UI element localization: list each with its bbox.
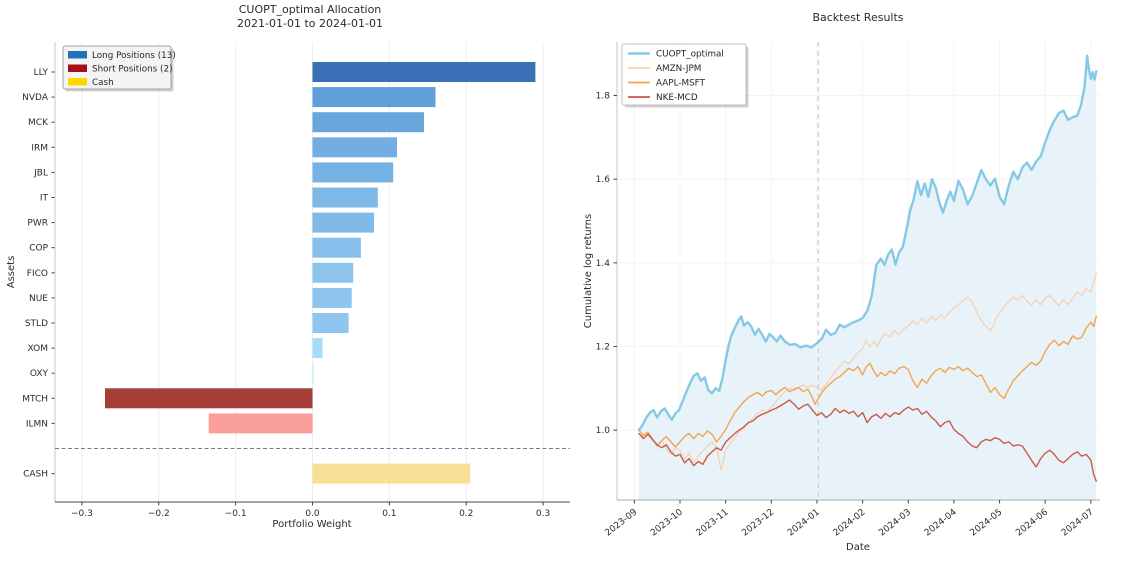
legend-label: CUOPT_optimal (656, 50, 724, 60)
bar-LLY (312, 62, 536, 82)
ytick-label-MCK: MCK (28, 118, 49, 128)
legend-label: Cash (92, 78, 114, 88)
ytick-label-NVDA: NVDA (22, 93, 49, 103)
legend-box (62, 45, 172, 90)
cuopt-fill-area (638, 55, 1097, 501)
backtest-series (637, 54, 1098, 482)
allocation-title-line1: CUOPT_optimal Allocation (239, 3, 382, 16)
xtick-label: 2023-12 (740, 507, 776, 538)
legend-label: AMZN-JPM (656, 64, 701, 74)
ytick-label: 1.6 (596, 175, 611, 185)
xtick-label: 2023-10 (649, 507, 685, 538)
ytick-label-LLY: LLY (34, 68, 49, 78)
backtest-chart: 1.0 1.2 1.4 1.6 1.8 2023-09 2023-10 2023-11 2023… (583, 11, 1100, 553)
xtick-label: 2024-06 (1014, 507, 1050, 538)
ytick-label-MTCH: MTCH (22, 394, 48, 404)
legend-swatch (68, 51, 87, 59)
xtick-label: 2024-07 (1060, 507, 1096, 538)
ytick-label-XOM: XOM (28, 344, 48, 354)
bar-IT (312, 187, 378, 208)
allocation-ylabel: Assets (6, 256, 17, 289)
xtick-label: 2023-11 (695, 507, 731, 538)
ytick-label-NUE: NUE (29, 294, 48, 304)
ytick-label-OXY: OXY (30, 369, 49, 379)
bar-IRM (312, 137, 398, 158)
bar-NUE (312, 287, 352, 308)
backtest-xlabel: Date (846, 542, 870, 553)
xtick-label: −0.1 (225, 509, 247, 519)
xtick-label: 2024-05 (969, 507, 1005, 538)
backtest-title: Backtest Results (812, 11, 903, 24)
allocation-bars (104, 62, 536, 484)
ytick-label-CASH: CASH (23, 470, 48, 480)
xtick-label: 2024-02 (832, 507, 868, 538)
allocation-title-line2: 2021-01-01 to 2024-01-01 (237, 17, 383, 30)
bar-MCK (312, 112, 424, 133)
ytick-label-IRM: IRM (31, 143, 48, 153)
bar-CASH (312, 463, 471, 484)
xtick-label: 0.3 (536, 509, 550, 519)
bar-MTCH (104, 388, 313, 409)
xtick-label: 0.0 (305, 509, 320, 519)
legend-label: AAPL-MSFT (656, 79, 706, 89)
backtest-legend: CUOPT_optimal AMZN-JPM AAPL-MSFT NKE-MCD (621, 43, 749, 108)
bar-ILMN (208, 413, 313, 434)
bar-XOM (312, 338, 323, 359)
bar-FICO (312, 262, 354, 283)
ytick-label-COP: COP (29, 244, 48, 254)
xtick-label: 2023-09 (603, 507, 639, 538)
ytick-label-PWR: PWR (27, 219, 48, 229)
allocation-chart: LLY NVDA MCK IRM JBL IT PWR COP FICO NUE STLD XOM OX… (6, 3, 570, 530)
xtick-label: 0.2 (459, 509, 473, 519)
bar-COP (312, 237, 361, 258)
backtest-fill-area (638, 55, 1097, 501)
ytick-label: 1.8 (596, 92, 611, 102)
ytick-label: 1.4 (596, 259, 611, 269)
xtick-label: 2024-04 (923, 507, 959, 538)
series-NKE-MCD (638, 399, 1098, 482)
allocation-axes: LLY NVDA MCK IRM JBL IT PWR COP FICO NUE STLD XOM OX… (22, 42, 570, 519)
ytick-label-FICO: FICO (27, 269, 48, 279)
allocation-xlabel: Portfolio Weight (272, 519, 351, 530)
bar-STLD (312, 313, 349, 333)
ytick-label: 1.0 (596, 426, 611, 436)
bar-NVDA (312, 87, 436, 108)
xtick-label: 2024-01 (786, 507, 822, 538)
allocation-legend: Long Positions (13) Short Positions (2) Ca… (62, 45, 176, 92)
ytick-label-JBL: JBL (33, 168, 48, 178)
xtick-label: −0.3 (71, 509, 93, 519)
legend-swatch (68, 64, 87, 72)
xtick-label: −0.2 (148, 509, 170, 519)
xtick-label: 2024-03 (877, 507, 913, 538)
legend-box (621, 43, 747, 106)
ytick-label-IT: IT (40, 194, 49, 204)
legend-label: Short Positions (2) (92, 65, 173, 75)
series-AAPL-MSFT (638, 315, 1098, 448)
ytick-label-ILMN: ILMN (26, 419, 48, 429)
bar-OXY (312, 363, 315, 384)
xtick-label: 0.1 (382, 509, 396, 519)
legend-label: NKE-MCD (656, 93, 698, 103)
legend-label: Long Positions (13) (92, 51, 176, 61)
series-CUOPT_optimal (637, 54, 1098, 432)
ytick-label: 1.2 (596, 342, 610, 352)
bar-JBL (312, 162, 394, 183)
legend-swatch (68, 78, 87, 86)
bar-PWR (312, 212, 374, 233)
ytick-label-STLD: STLD (25, 319, 48, 329)
backtest-ylabel: Cumulative log returns (583, 214, 594, 328)
